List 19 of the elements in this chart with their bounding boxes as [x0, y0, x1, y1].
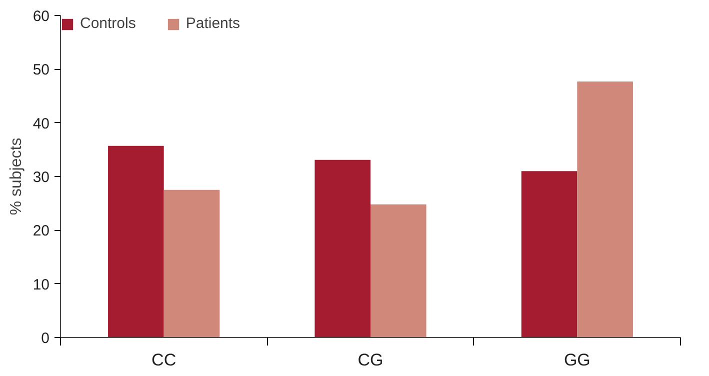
y-tick-label: 30 — [32, 169, 50, 186]
x-tick-label: CC — [152, 350, 176, 370]
y-tick-label: 50 — [32, 62, 50, 79]
y-tick-label: 20 — [32, 222, 50, 240]
bar — [370, 204, 426, 338]
y-tick-label: 40 — [32, 115, 50, 132]
bar — [108, 146, 164, 338]
y-tick-label: 60 — [32, 8, 50, 25]
x-tick-label: GG — [564, 350, 590, 370]
bar — [314, 160, 370, 338]
x-tick-label: CG — [358, 350, 384, 370]
y-axis-title: % subjects — [8, 138, 25, 216]
bar — [577, 82, 633, 338]
legend-label: Patients — [186, 15, 240, 32]
bar — [521, 171, 578, 338]
y-tick-label: 10 — [32, 276, 50, 294]
legend-label: Controls — [80, 15, 136, 32]
bar — [164, 190, 220, 338]
y-tick-label: 0 — [41, 330, 50, 347]
